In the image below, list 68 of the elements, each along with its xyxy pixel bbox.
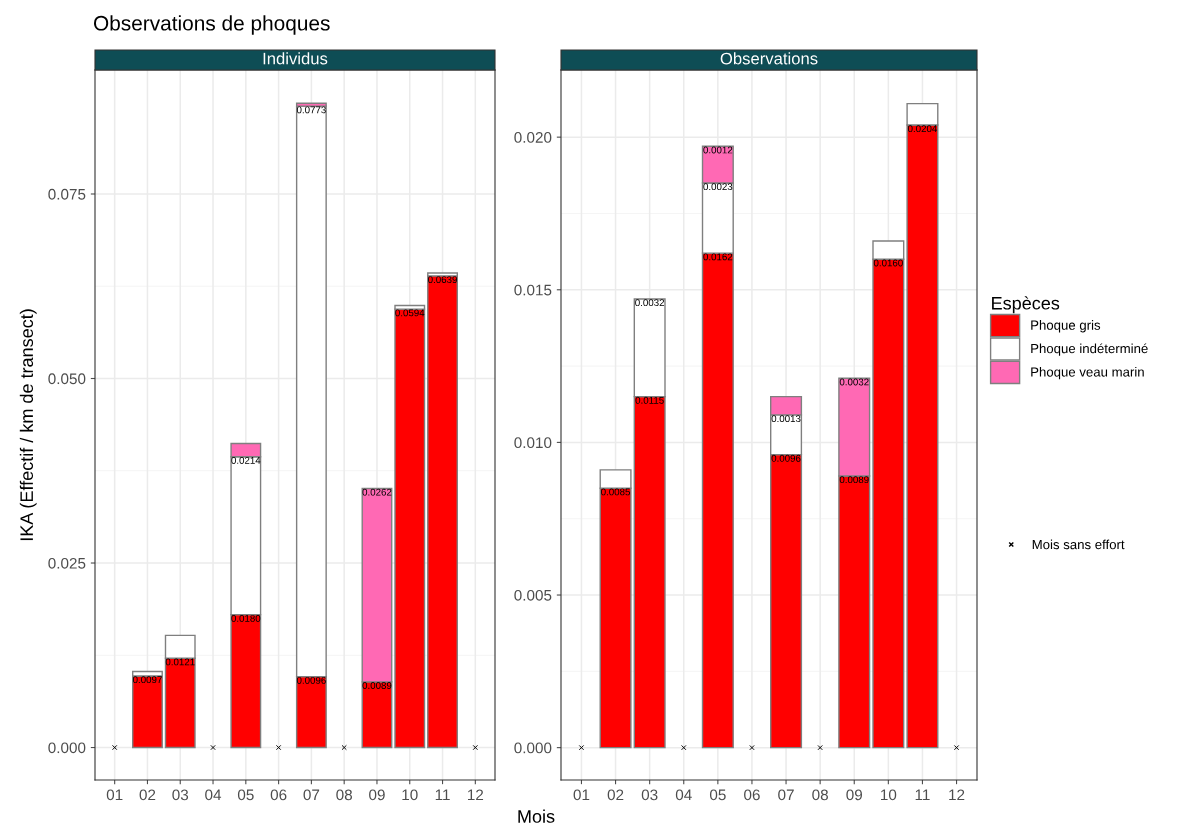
x-tick-label: 08 bbox=[812, 789, 828, 801]
x-tick-label: 06 bbox=[744, 789, 760, 801]
data-label: 0.0089 bbox=[839, 476, 869, 484]
data-label: 0.0180 bbox=[231, 614, 261, 622]
x-tick-label: 12 bbox=[949, 789, 965, 801]
x-axis-title: Mois bbox=[518, 809, 555, 823]
x-tick-label: 05 bbox=[237, 789, 254, 801]
text: Observations de phoques bbox=[93, 15, 330, 35]
x-tick-label: 09 bbox=[369, 789, 385, 801]
data-label: 0.0097 bbox=[132, 676, 162, 684]
data-label: 0.0023 bbox=[703, 183, 733, 191]
y-tick-label: 0.010 bbox=[514, 437, 552, 449]
x-tick-label: 02 bbox=[139, 789, 156, 801]
data-label: 0.0089 bbox=[362, 682, 392, 689]
data-label: 0.0262 bbox=[362, 488, 392, 496]
data-label: 0.0012 bbox=[703, 146, 733, 154]
x-tick-label: 10 bbox=[402, 789, 418, 801]
x-tick-label: 06 bbox=[270, 789, 287, 801]
y-tick-label: 0.025 bbox=[48, 557, 86, 569]
data-label: 0.0214 bbox=[231, 456, 261, 464]
x-tick-label: 04 bbox=[205, 789, 222, 801]
chart-title: Individus bbox=[263, 52, 328, 65]
data-label: 0.0121 bbox=[165, 658, 195, 666]
data-label: 0.0594 bbox=[395, 309, 425, 317]
x-tick-label: 07 bbox=[778, 789, 794, 801]
data-label: 0.0639 bbox=[428, 276, 457, 284]
x-tick-label: 10 bbox=[881, 789, 897, 801]
data-label: 0.0773 bbox=[296, 106, 326, 114]
y-axis-title: IKA (Effectif / km de transect) bbox=[19, 309, 37, 541]
y-tick-label: 0.075 bbox=[48, 188, 86, 200]
x-tick-label: 02 bbox=[607, 789, 624, 801]
x-tick-label: 03 bbox=[172, 789, 189, 801]
legend-label: Phoque indéterminé bbox=[1031, 343, 1148, 356]
data-label: 0.0096 bbox=[296, 676, 326, 684]
legend-title: Espèces bbox=[992, 296, 1060, 314]
y-tick-label: 0.020 bbox=[514, 132, 552, 143]
y-tick-label: 0.005 bbox=[514, 589, 552, 601]
data-label: 0.0085 bbox=[601, 488, 631, 496]
x-tick-label: 01 bbox=[106, 789, 123, 801]
data-label: 0.0162 bbox=[703, 253, 733, 261]
x-tick-label: 01 bbox=[573, 789, 590, 801]
x-tick-label: 11 bbox=[435, 789, 450, 801]
x-tick-label: 03 bbox=[641, 789, 658, 801]
data-label: 0.0032 bbox=[839, 378, 869, 386]
x-tick-label: 04 bbox=[675, 789, 692, 801]
data-label: 0.0013 bbox=[771, 415, 801, 423]
legend-label: Phoque gris bbox=[1031, 320, 1101, 333]
y-tick-label: 0.015 bbox=[514, 284, 552, 296]
data-label: 0.0204 bbox=[907, 125, 938, 133]
y-tick-label: 0.000 bbox=[514, 742, 552, 754]
legend-label: Mois sans effort bbox=[1032, 539, 1125, 550]
x-tick-label: 08 bbox=[336, 789, 353, 801]
x-tick-label: 07 bbox=[303, 789, 320, 801]
bar bbox=[394, 308, 426, 749]
chart-title: Observations bbox=[720, 52, 818, 65]
x-tick-label: 09 bbox=[846, 789, 863, 801]
data-label: 0.0096 bbox=[771, 454, 801, 462]
bar bbox=[427, 275, 458, 749]
y-tick-label: 0.000 bbox=[48, 742, 86, 754]
x-tick-label: 11 bbox=[915, 789, 930, 801]
legend-label: Phoque veau marin bbox=[1031, 366, 1144, 380]
data-label: 0.0160 bbox=[873, 259, 903, 267]
data-label: 0.0032 bbox=[635, 299, 665, 307]
x-tick-label: 12 bbox=[468, 789, 484, 801]
y-tick-label: 0.050 bbox=[48, 373, 86, 385]
x-tick-label: 05 bbox=[709, 789, 726, 801]
data-label: 0.0115 bbox=[635, 396, 664, 404]
bar bbox=[132, 675, 163, 749]
